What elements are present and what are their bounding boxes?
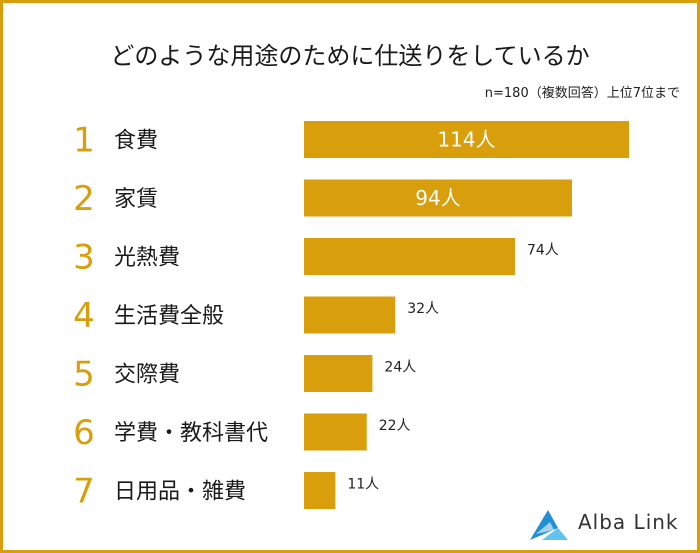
value-label: 74人 [527,243,559,259]
category-label: 食費 [114,129,158,154]
bar [304,472,336,509]
rank-label: 6 [73,413,95,453]
bar [304,296,396,334]
rank-label: 7 [73,472,95,512]
rank-label: 3 [73,238,95,278]
bar [304,413,367,451]
bar [304,355,373,392]
rank-label: 4 [73,296,95,336]
value-label: 114人 [437,128,495,152]
category-label: 家賃 [114,187,158,212]
category-label: 交際費 [114,363,180,388]
alba-link-logo-icon [530,510,568,540]
bar [304,179,572,217]
value-label: 32人 [407,301,439,317]
category-label: 生活費全般 [114,304,224,329]
category-label: 学費・教科書代 [114,421,268,446]
value-label: 94人 [415,186,460,210]
bar [304,121,629,158]
value-label: 11人 [347,477,379,493]
brand-name: Alba Link [578,510,679,534]
value-label: 24人 [384,360,416,376]
sample-note: n=180（複数回答）上位7位まで [484,86,680,101]
bar [304,238,515,275]
rank-label: 2 [73,179,95,219]
chart-title: どのような用途のために仕送りをしているか [110,42,590,70]
rank-label: 5 [73,355,95,395]
category-label: 日用品・雑費 [114,480,246,505]
rank-label: 1 [73,121,95,161]
category-label: 光熱費 [114,246,180,271]
value-label: 22人 [379,418,411,434]
